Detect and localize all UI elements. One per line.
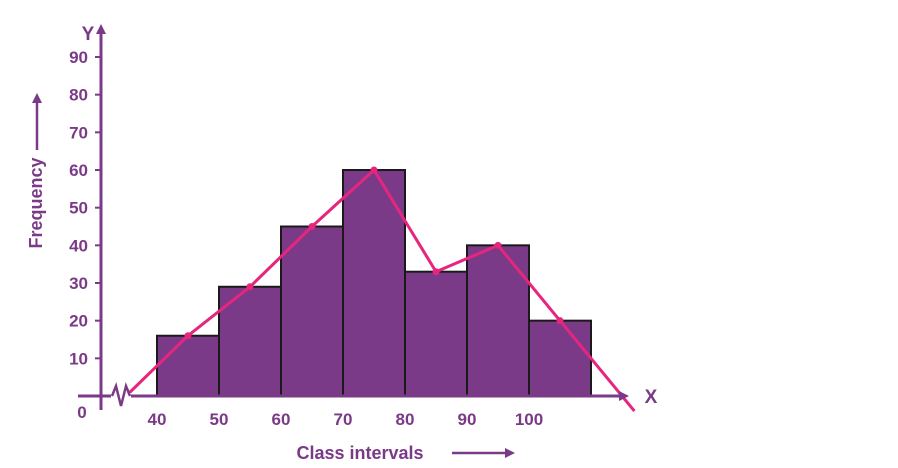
axis-break-gap [111,393,131,399]
x-tick-label: 60 [272,410,291,429]
axes [78,24,629,410]
y-axis-letter: Y [82,24,95,45]
y-axis-title: Frequency [26,93,46,249]
y-tick-label: 20 [69,312,88,331]
histogram-bar [156,334,220,398]
histogram-bar [342,169,406,397]
polygon-point [432,268,440,276]
polygon-point [184,332,192,340]
histogram-bar [404,270,468,398]
x-tick-label: 40 [148,410,167,429]
x-tick-label: 90 [458,410,477,429]
x-tick-label: 50 [210,410,229,429]
polygon-point [370,166,378,174]
y-axis-title-text: Frequency [26,157,46,248]
axis-break-symbol [110,381,132,407]
y-tick-label: 80 [69,86,88,105]
histogram-bar [466,244,530,397]
y-tick-label: 50 [69,199,88,218]
origin-label: 0 [77,403,86,422]
y-tick-label: 40 [69,236,88,255]
x-tick-label: 70 [334,410,353,429]
x-axis-title: Class intervals [296,443,515,463]
y-tick-label: 30 [69,274,88,293]
polygon-point [246,283,254,291]
polygon-point [556,317,564,325]
y-tick-label: 60 [69,161,88,180]
polygon-point [494,241,502,249]
polygon-point [308,223,316,230]
frequency-polygon [124,166,636,413]
x-tick-label: 100 [515,410,543,429]
y-tick-labels: 10 20 30 40 50 60 70 80 90 [69,48,101,368]
histogram-bar [280,225,344,397]
y-tick-label: 10 [69,349,88,368]
y-tick-label: 90 [69,48,88,67]
x-tick-label: 80 [396,410,415,429]
histogram-bar [528,319,592,397]
histogram-bars [156,169,592,398]
y-tick-label: 70 [69,123,88,142]
x-axis-letter: X [645,387,658,408]
x-tick-labels: 40 50 60 70 80 90 100 [148,410,544,429]
x-axis-title-text: Class intervals [296,443,423,463]
